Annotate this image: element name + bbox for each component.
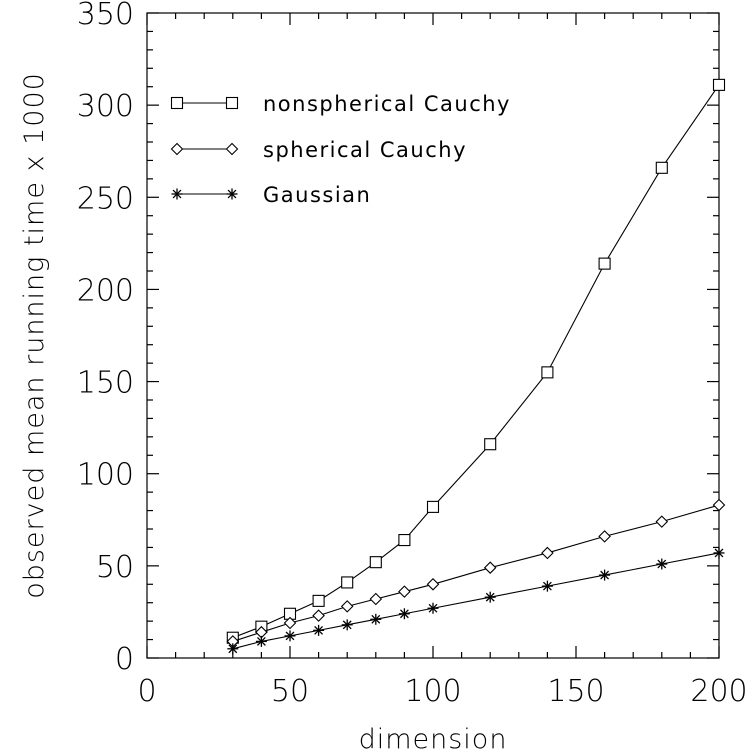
data-point-spherical-cauchy — [312, 609, 325, 622]
data-point-nonspherical-cauchy — [369, 556, 382, 569]
data-point-gaussian — [284, 630, 296, 642]
y-tick-label: 350 — [77, 0, 134, 32]
y-tick-label: 0 — [115, 642, 134, 677]
legend-label: nonspherical Cauchy — [263, 92, 511, 116]
data-point-gaussian — [541, 580, 553, 592]
data-point-spherical-cauchy — [398, 585, 411, 598]
data-point-nonspherical-cauchy — [541, 366, 554, 379]
legend: nonspherical Cauchy spherical Cauchy Gauss… — [170, 92, 511, 207]
axes: 0 50 100 150 200 0 50 100 150 200 250 300 350 — [77, 0, 748, 709]
data-point-gaussian — [255, 635, 267, 647]
y-axis-title: observed mean running time x 1000 — [19, 72, 50, 599]
legend-marker — [226, 188, 238, 200]
data-point-spherical-cauchy — [541, 546, 554, 560]
legend-entry-spherical-cauchy: spherical Cauchy — [170, 138, 467, 162]
legend-marker — [170, 96, 184, 110]
data-point-gaussian — [427, 602, 439, 614]
legend-marker — [225, 96, 239, 110]
data-point-spherical-cauchy — [426, 578, 440, 591]
x-tick-label: 100 — [404, 674, 461, 709]
data-point-nonspherical-cauchy — [341, 576, 354, 589]
data-point-gaussian — [484, 591, 496, 603]
data-point-spherical-cauchy — [369, 592, 383, 606]
data-point-gaussian — [398, 608, 410, 620]
data-point-gaussian — [656, 558, 668, 570]
data-point-gaussian — [313, 624, 325, 636]
data-point-spherical-cauchy — [712, 498, 726, 512]
data-point-gaussian — [370, 613, 382, 625]
series-line-spherical-cauchy — [232, 504, 720, 642]
x-tick-label: 50 — [271, 674, 309, 709]
data-point-nonspherical-cauchy — [484, 438, 497, 451]
data-point-spherical-cauchy — [283, 616, 297, 630]
y-tick-label: 50 — [96, 550, 134, 585]
y-tick-label: 150 — [77, 366, 134, 401]
legend-entry-gaussian: Gaussian — [171, 183, 371, 207]
data-point-gaussian — [599, 569, 611, 581]
series-nonspherical-cauchy — [226, 78, 726, 644]
data-point-gaussian — [227, 643, 239, 655]
data-point-nonspherical-cauchy — [598, 257, 611, 270]
y-tick-label: 300 — [77, 89, 134, 124]
y-tick-label: 200 — [77, 273, 134, 308]
x-tick-label: 200 — [690, 674, 747, 709]
data-point-nonspherical-cauchy — [312, 594, 325, 607]
series-gaussian — [227, 547, 725, 655]
series-line-gaussian — [232, 552, 720, 650]
legend-marker — [171, 188, 183, 200]
legend-label: Gaussian — [263, 183, 371, 207]
series-spherical-cauchy — [226, 498, 726, 648]
data-point-spherical-cauchy — [340, 600, 354, 613]
data-point-gaussian — [713, 547, 725, 559]
x-tick-label: 150 — [547, 674, 604, 709]
data-point-nonspherical-cauchy — [426, 500, 440, 513]
data-point-nonspherical-cauchy — [712, 78, 726, 91]
series-line-nonspherical-cauchy — [232, 84, 720, 639]
series-layer — [226, 78, 726, 655]
x-axis-title: dimension — [359, 724, 508, 755]
data-point-gaussian — [341, 619, 353, 631]
data-point-spherical-cauchy — [483, 561, 497, 574]
x-tick-label: 0 — [137, 674, 156, 709]
data-point-spherical-cauchy — [655, 515, 669, 528]
data-point-spherical-cauchy — [598, 530, 611, 543]
data-point-nonspherical-cauchy — [398, 534, 411, 547]
legend-marker — [170, 142, 184, 156]
y-tick-label: 250 — [77, 181, 134, 216]
y-tick-label: 100 — [77, 458, 134, 493]
data-point-nonspherical-cauchy — [655, 161, 668, 174]
legend-marker — [225, 142, 239, 156]
legend-entry-nonspherical-cauchy: nonspherical Cauchy — [170, 92, 511, 116]
legend-label: spherical Cauchy — [263, 138, 467, 162]
